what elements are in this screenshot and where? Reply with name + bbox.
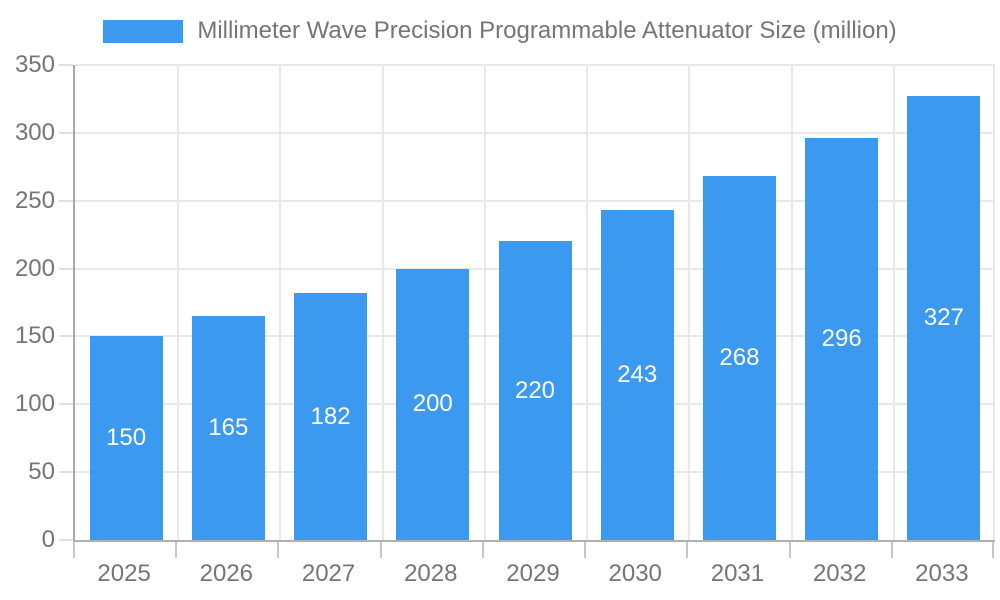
h-gridline [75, 64, 995, 66]
y-tick-label: 50 [28, 458, 55, 486]
v-gridline [993, 65, 995, 540]
y-tick-label: 300 [14, 118, 55, 146]
v-gridline [790, 65, 793, 540]
x-tick-label: 2031 [710, 560, 765, 587]
bar-value-label: 165 [208, 414, 249, 442]
y-tick-label: 250 [14, 186, 55, 214]
x-tick-label: 2026 [199, 560, 254, 587]
x-axis-tick [481, 542, 484, 558]
bar-value-label: 296 [821, 325, 862, 353]
bar-value-label: 268 [719, 344, 760, 372]
x-tick-label: 2028 [404, 560, 458, 587]
bar-value-label: 243 [617, 361, 658, 389]
bar[interactable]: 268 [702, 176, 776, 540]
chart-legend: Millimeter Wave Precision Programmable A… [0, 17, 1000, 45]
y-axis-tick [59, 131, 73, 134]
x-axis-tick [992, 542, 994, 558]
x-axis-tick [175, 542, 178, 558]
legend-item[interactable]: Millimeter Wave Precision Programmable A… [103, 17, 897, 45]
bar[interactable]: 150 [89, 336, 163, 540]
bar-value-label: 220 [514, 376, 556, 404]
x-axis-tick [584, 542, 587, 558]
y-axis-tick [59, 64, 73, 66]
y-tick-label: 200 [14, 254, 55, 282]
bar-value-label: 150 [106, 424, 147, 452]
legend-label: Millimeter Wave Precision Programmable A… [197, 17, 897, 44]
v-gridline [688, 65, 691, 540]
v-gridline [381, 65, 384, 540]
y-tick-label: 350 [14, 51, 55, 78]
y-tick-label: 100 [14, 390, 55, 418]
v-gridline [892, 65, 895, 540]
plot-area: 150 165 182 200 220 243 268 296 327 [73, 64, 995, 542]
v-gridline [483, 65, 486, 540]
y-axis-tick [59, 335, 73, 338]
x-axis-tick [379, 542, 382, 558]
x-axis-tick [73, 542, 75, 558]
x-axis-tick [277, 542, 280, 558]
bar[interactable]: 182 [294, 293, 368, 540]
x-tick-label: 2027 [301, 560, 356, 587]
v-gridline [177, 65, 180, 540]
v-gridline [279, 65, 282, 540]
bar[interactable]: 327 [907, 96, 981, 540]
y-axis-tick [59, 267, 73, 270]
bar[interactable]: 296 [805, 138, 879, 540]
bar[interactable]: 220 [498, 241, 572, 540]
bar[interactable]: 243 [600, 210, 674, 540]
h-gridline [75, 199, 995, 202]
bar-value-label: 200 [412, 390, 453, 418]
x-axis-tick [890, 542, 893, 558]
legend-swatch-icon [103, 19, 184, 43]
y-tick-label: 150 [14, 322, 55, 350]
y-axis-tick [59, 471, 73, 474]
y-axis-tick [59, 199, 73, 202]
x-tick-label: 2029 [506, 560, 560, 587]
bar-value-label: 182 [310, 402, 351, 430]
v-gridline [586, 65, 589, 540]
x-tick-label: 2032 [812, 560, 867, 587]
bar[interactable]: 165 [191, 316, 265, 540]
bar[interactable]: 200 [396, 268, 470, 540]
x-axis-tick [788, 542, 791, 558]
y-tick-label: 0 [41, 526, 55, 553]
x-axis-tick [686, 542, 689, 558]
x-tick-label: 2033 [915, 560, 969, 587]
bar-value-label: 327 [923, 304, 964, 332]
x-tick-label: 2030 [608, 560, 662, 587]
y-axis-tick [59, 539, 73, 541]
x-tick-label: 2025 [97, 560, 151, 587]
h-gridline [75, 131, 995, 134]
y-axis-tick [59, 403, 73, 406]
